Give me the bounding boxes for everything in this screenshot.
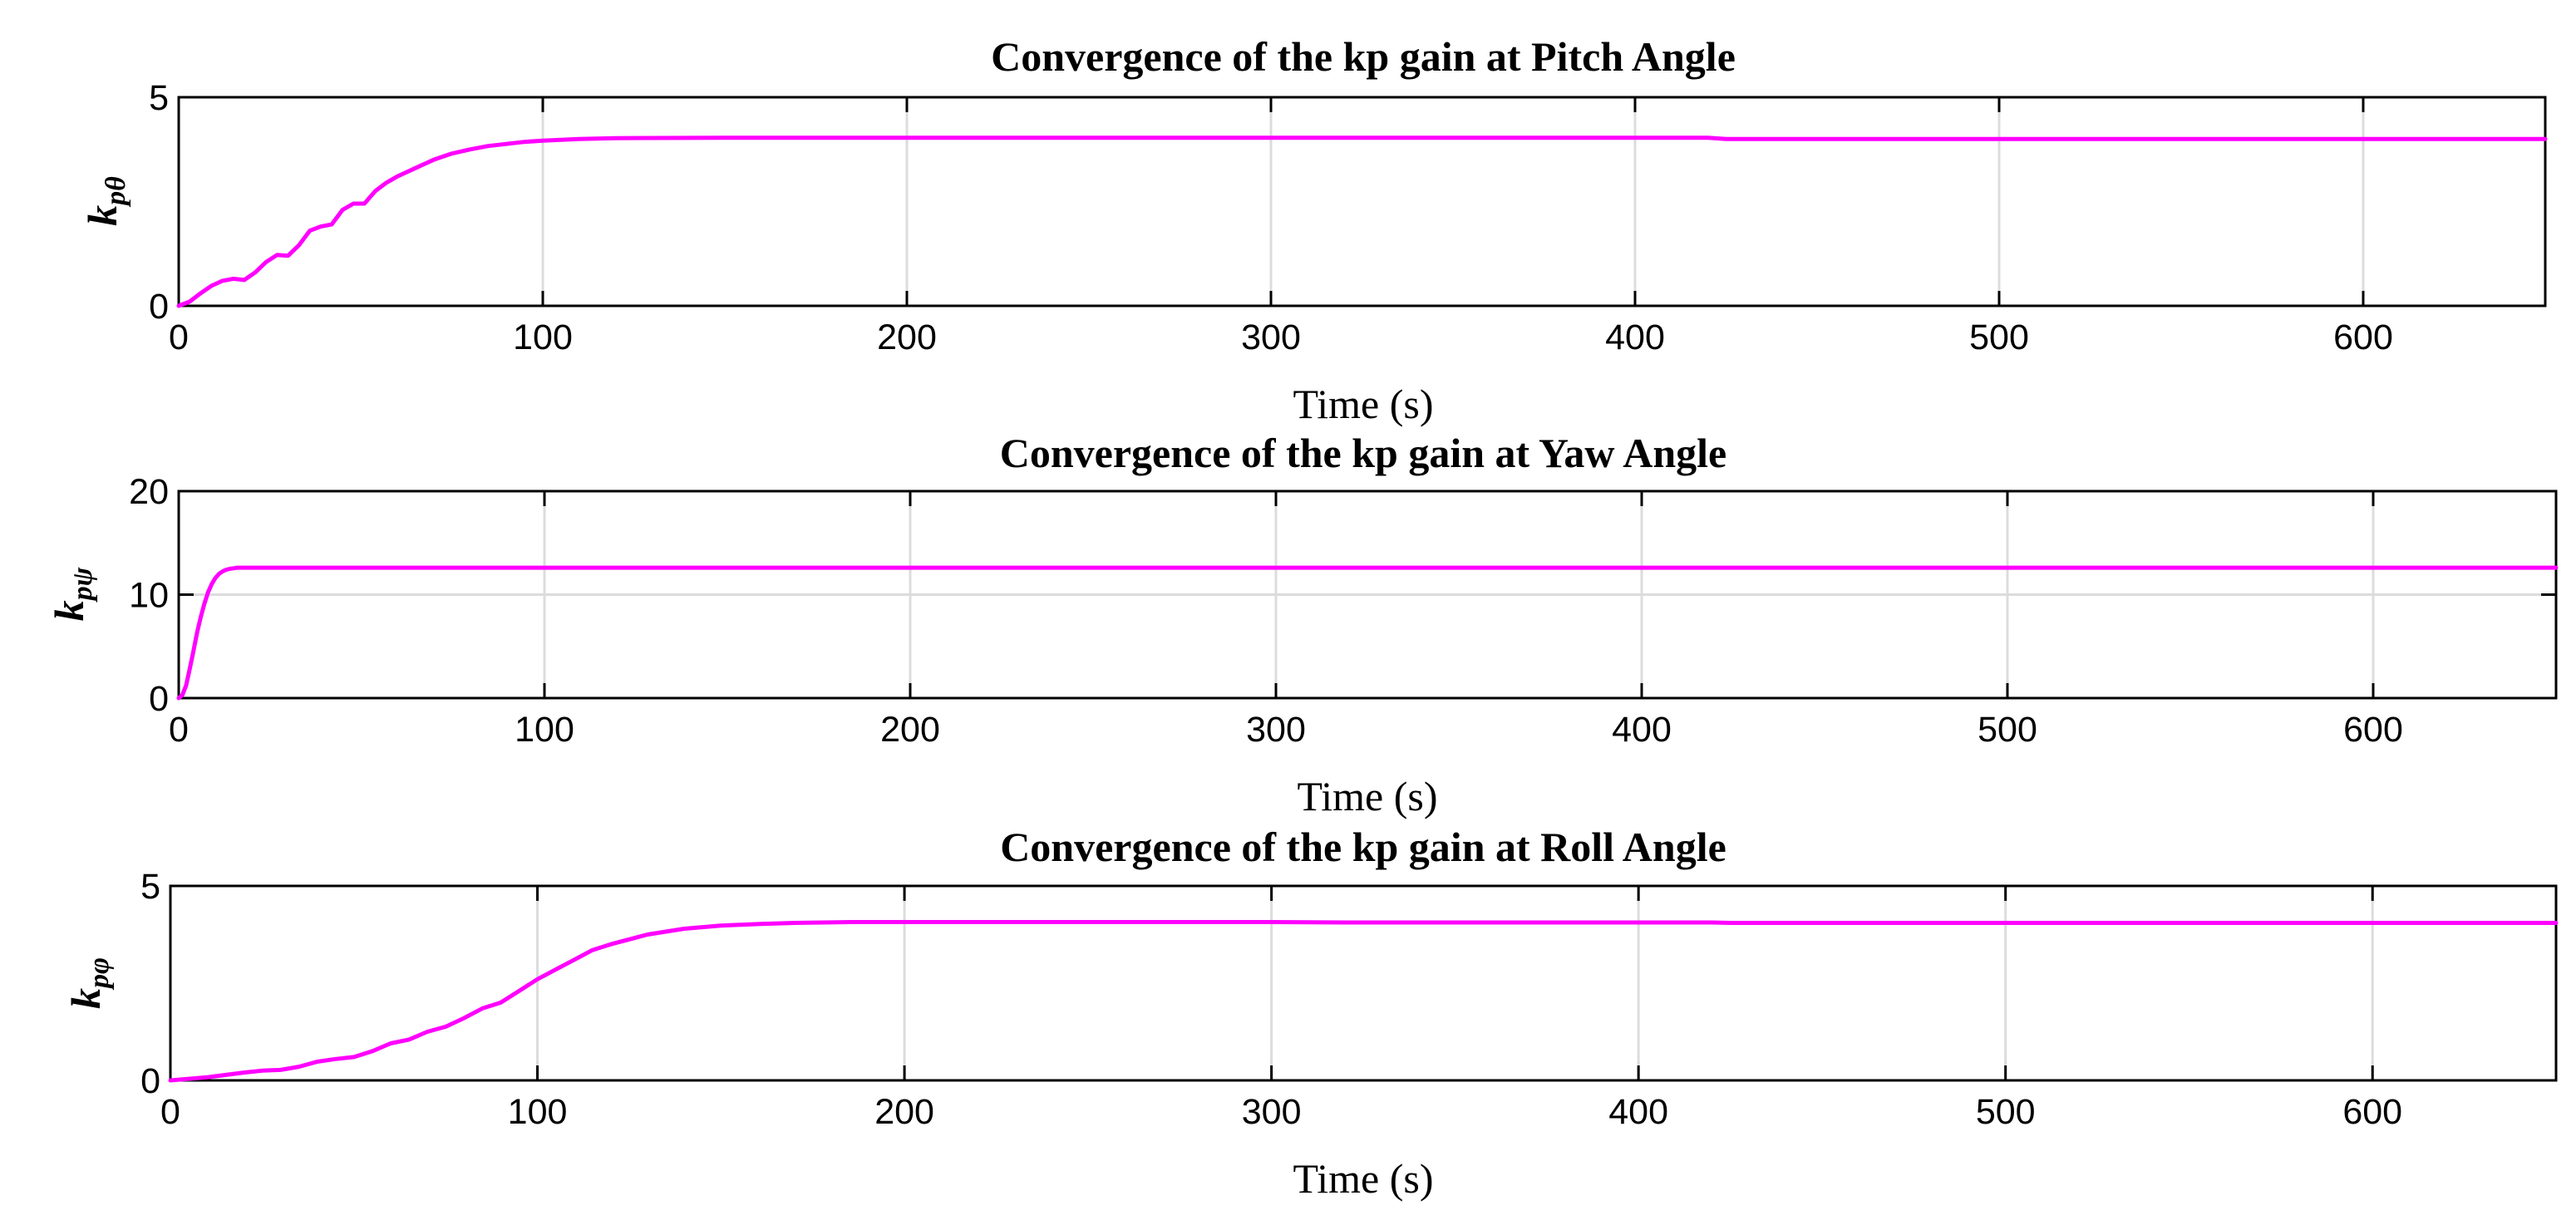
- y-tick-label: 20: [129, 472, 169, 512]
- roll-series-line: [168, 920, 2559, 1083]
- x-tick-label: 500: [1978, 710, 2037, 750]
- y-tick-label: 0: [149, 679, 169, 719]
- pitch-ylabel-main: k: [79, 205, 126, 226]
- x-tick-label: 100: [513, 317, 573, 357]
- pitch-ticks: 0 100 200 300 400 500 600 0 5: [149, 78, 2545, 357]
- yaw-series-line: [176, 565, 2559, 701]
- x-tick-label: 200: [877, 317, 937, 357]
- pitch-frame: [177, 96, 2547, 307]
- y-tick-label: 5: [140, 867, 160, 907]
- x-tick-label: 400: [1605, 317, 1665, 357]
- roll-panel: Convergence of the kp gain at Roll Angle…: [62, 824, 2559, 1202]
- x-tick-label: 400: [1612, 710, 1672, 750]
- x-tick-label: 0: [169, 710, 189, 750]
- x-tick-label: 400: [1608, 1092, 1668, 1132]
- yaw-ylabel: kpψ: [46, 567, 98, 621]
- yaw-xlabel: Time (s): [1297, 773, 1437, 819]
- x-tick-label: 0: [160, 1092, 180, 1132]
- x-tick-label: 300: [1242, 1092, 1302, 1132]
- x-tick-label: 600: [2342, 1092, 2402, 1132]
- yaw-grid: [179, 491, 2556, 698]
- pitch-series-line: [176, 135, 2548, 308]
- yaw-ticks: 0 100 200 300 400 500 600 0 10 20: [129, 472, 2556, 750]
- x-tick-label: 100: [515, 710, 574, 750]
- pitch-ylabel-sub: pθ: [101, 176, 131, 208]
- x-tick-label: 500: [1976, 1092, 2036, 1132]
- x-tick-label: 300: [1241, 317, 1301, 357]
- y-tick-label: 0: [149, 287, 169, 327]
- yaw-ylabel-sub: pψ: [67, 567, 98, 603]
- yaw-ylabel-main: k: [46, 600, 92, 621]
- pitch-title: Convergence of the kp gain at Pitch Angl…: [991, 33, 1736, 80]
- x-tick-label: 600: [2343, 710, 2403, 750]
- x-tick-label: 0: [169, 317, 189, 357]
- yaw-panel: Convergence of the kp gain at Yaw Angle …: [46, 430, 2559, 819]
- pitch-panel: Convergence of the kp gain at Pitch Angl…: [79, 33, 2548, 427]
- y-tick-label: 5: [149, 78, 169, 118]
- roll-title: Convergence of the kp gain at Roll Angle: [1000, 824, 1726, 870]
- roll-ylabel-sub: pφ: [84, 957, 115, 991]
- yaw-title: Convergence of the kp gain at Yaw Angle: [1000, 430, 1727, 476]
- roll-ticks: 0 100 200 300 400 500 600 0 5: [140, 867, 2556, 1132]
- x-tick-label: 200: [874, 1092, 934, 1132]
- pitch-ylabel: kpθ: [79, 176, 131, 226]
- x-tick-label: 100: [508, 1092, 568, 1132]
- roll-xlabel: Time (s): [1293, 1155, 1433, 1202]
- x-tick-label: 500: [1969, 317, 2029, 357]
- y-tick-label: 0: [140, 1061, 160, 1101]
- roll-frame: [169, 884, 2558, 1082]
- x-tick-label: 600: [2333, 317, 2393, 357]
- pitch-grid: [541, 97, 2365, 306]
- roll-grid: [536, 886, 2374, 1080]
- y-tick-label: 10: [129, 576, 169, 616]
- x-tick-label: 200: [880, 710, 940, 750]
- roll-ylabel: kpφ: [62, 957, 115, 1009]
- roll-ylabel-main: k: [62, 988, 109, 1009]
- x-tick-label: 300: [1246, 710, 1306, 750]
- pitch-xlabel: Time (s): [1293, 381, 1433, 427]
